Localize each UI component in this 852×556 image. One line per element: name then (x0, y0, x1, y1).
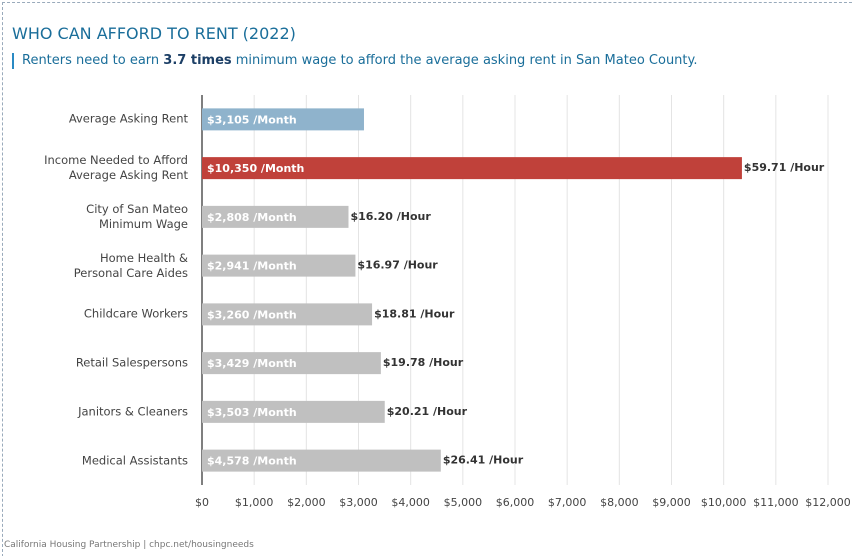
x-tick-label: $5,000 (444, 496, 483, 509)
subtitle-emphasis: 3.7 times (163, 53, 232, 68)
subtitle: Renters need to earn 3.7 times minimum w… (12, 53, 698, 69)
bar (202, 205, 349, 228)
category-label: Income Needed to Afford Average Asking R… (44, 153, 188, 183)
bar (202, 352, 381, 375)
value-label: $3,105 /Month (207, 113, 297, 126)
hourly-label: $16.97 /Hour (357, 259, 438, 272)
category-label: Childcare Workers (83, 306, 188, 321)
category-label: Average Asking Rent (68, 111, 188, 126)
x-tick-label: $12,000 (805, 496, 851, 509)
hourly-label: $18.81 /Hour (374, 307, 455, 320)
value-label: $2,941 /Month (207, 260, 297, 273)
category-label: Retail Salespersons (75, 355, 188, 370)
x-tick-label: $0 (195, 496, 209, 509)
value-label: $10,350 /Month (207, 162, 304, 175)
hourly-label: $59.71 /Hour (744, 161, 825, 174)
x-tick-label: $11,000 (753, 496, 799, 509)
chart-title: WHO CAN AFFORD TO RENT (2022) (12, 24, 296, 43)
x-tick-label: $7,000 (548, 496, 587, 509)
bar (202, 400, 385, 423)
subtitle-text: minimum wage to afford the average askin… (231, 53, 698, 68)
value-label: $3,260 /Month (207, 308, 297, 321)
category-label: Home Health & Personal Care Aides (73, 250, 188, 280)
hourly-label: $26.41 /Hour (443, 454, 524, 467)
bar (202, 108, 364, 131)
value-label: $3,429 /Month (207, 357, 297, 370)
category-label: Medical Assistants (81, 453, 188, 468)
value-label: $2,808 /Month (207, 211, 297, 224)
bar (202, 449, 441, 472)
category-label: Janitors & Cleaners (78, 404, 188, 419)
bar (202, 157, 742, 180)
x-tick-label: $4,000 (391, 496, 430, 509)
value-label: $4,578 /Month (207, 455, 297, 468)
hourly-label: $20.21 /Hour (387, 405, 468, 418)
value-label: $3,503 /Month (207, 406, 297, 419)
hourly-label: $19.78 /Hour (383, 356, 464, 369)
hourly-label: $16.20 /Hour (350, 210, 431, 223)
x-tick-label: $3,000 (339, 496, 378, 509)
subtitle-text: Renters need to earn (22, 53, 164, 68)
source: California Housing Partnership | chpc.ne… (4, 540, 254, 550)
category-label: City of San Mateo Minimum Wage (86, 201, 188, 231)
x-tick-label: $10,000 (701, 496, 747, 509)
x-tick-label: $1,000 (235, 496, 274, 509)
x-tick-label: $2,000 (287, 496, 326, 509)
x-tick-label: $9,000 (652, 496, 691, 509)
x-tick-label: $6,000 (496, 496, 535, 509)
bar (202, 254, 356, 277)
x-tick-label: $8,000 (600, 496, 639, 509)
bar (202, 303, 373, 326)
